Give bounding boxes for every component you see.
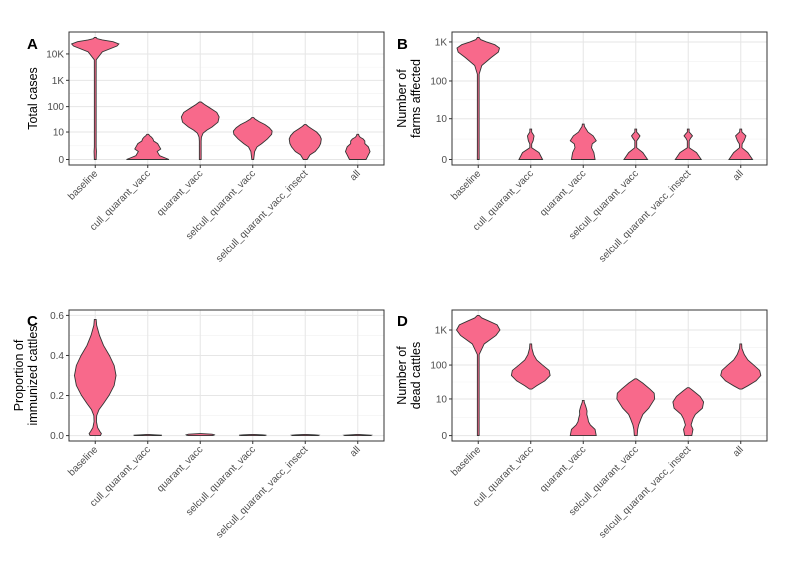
- panel-border: [68, 309, 385, 442]
- violin-cull_quarant_vacc: [126, 133, 170, 160]
- violin-all: [344, 133, 371, 160]
- y-axis-title: farms affected: [409, 59, 423, 138]
- x-tick-label: quarant_vacc: [155, 444, 205, 494]
- y-tick-label: 100: [430, 361, 447, 372]
- x-tick-label: all: [348, 168, 363, 183]
- y-tick-label: 0: [441, 155, 447, 166]
- violin-selcull_quarant_vacc_insect: [290, 433, 321, 437]
- violin-selcull_quarant_vacc: [238, 433, 267, 437]
- panel-background: [452, 310, 767, 441]
- x-tick-label: baseline: [449, 168, 483, 202]
- violin-quarant_vacc: [569, 123, 597, 160]
- y-tick-label: 1K: [435, 37, 448, 48]
- violin-selcull_quarant_vacc_insect: [288, 124, 322, 160]
- violin-selcull_quarant_vacc_insect: [674, 128, 703, 160]
- violin-quarant_vacc: [185, 433, 216, 437]
- y-tick-label: 10: [53, 128, 65, 139]
- y-tick-label: 1K: [435, 326, 448, 337]
- y-axis-title: Number of: [395, 69, 409, 128]
- x-tick-label: quarant_vacc: [538, 168, 588, 218]
- panel-border: [68, 31, 385, 166]
- violin-baseline: [74, 318, 117, 437]
- y-axis-title: Total cases: [26, 67, 40, 130]
- x-tick-label: selcull_quarant_vacc_insect: [597, 444, 693, 540]
- y-axis-title: Number of: [395, 346, 409, 405]
- y-tick-label: 10: [436, 114, 448, 125]
- panel-tag: A: [27, 36, 38, 53]
- y-tick-label: 100: [430, 76, 447, 87]
- x-tick-label: quarant_vacc: [538, 444, 588, 494]
- panel-tag: B: [397, 36, 408, 53]
- y-tick-label: 0.2: [50, 391, 64, 402]
- x-tick-label: all: [731, 444, 746, 459]
- violin-selcull_quarant_vacc: [623, 128, 649, 160]
- y-tick-label: 0: [58, 155, 64, 166]
- y-axis-title: immunized cattles: [26, 325, 40, 425]
- panel-tag: D: [397, 313, 408, 330]
- x-tick-label: baseline: [66, 168, 100, 202]
- x-tick-label: quarant_vacc: [155, 168, 205, 218]
- violin-quarant_vacc: [180, 101, 220, 160]
- violin-all: [342, 433, 374, 437]
- y-tick-label: 0.4: [50, 351, 64, 362]
- x-tick-label: baseline: [66, 444, 100, 478]
- x-tick-label: all: [731, 168, 746, 183]
- violin-quarant_vacc: [569, 399, 597, 437]
- y-tick-label: 10K: [46, 49, 64, 60]
- violin-selcull_quarant_vacc_insect: [672, 387, 705, 437]
- violin-selcull_quarant_vacc: [616, 378, 656, 437]
- violin-baseline: [456, 37, 501, 160]
- x-tick-label: selcull_quarant_vacc_insect: [214, 168, 310, 264]
- violin-all: [728, 128, 754, 160]
- panel-border: [451, 31, 768, 166]
- violin-baseline: [455, 314, 501, 437]
- y-tick-label: 1K: [52, 76, 65, 87]
- x-tick-label: all: [348, 444, 363, 459]
- violin-selcull_quarant_vacc: [232, 117, 273, 160]
- panel-border: [451, 309, 768, 442]
- y-tick-label: 0.6: [50, 311, 64, 322]
- x-tick-label: selcull_quarant_vacc_insect: [597, 168, 693, 264]
- violin-cull_quarant_vacc: [133, 433, 163, 437]
- panel-background: [69, 32, 384, 165]
- panel-tag: C: [27, 313, 38, 330]
- violin-baseline: [70, 37, 120, 160]
- y-axis-title: Proportion of: [12, 339, 26, 411]
- violin-cull_quarant_vacc: [518, 128, 544, 160]
- panel-background: [452, 32, 767, 165]
- violin-all: [720, 343, 762, 390]
- y-tick-label: 0: [441, 431, 447, 442]
- violin-cull_quarant_vacc: [510, 343, 551, 390]
- y-axis-title: dead cattles: [409, 342, 423, 409]
- y-tick-label: 0.0: [50, 431, 64, 442]
- y-tick-label: 100: [47, 102, 64, 113]
- y-tick-label: 10: [436, 394, 448, 405]
- x-tick-label: baseline: [449, 444, 483, 478]
- x-tick-label: selcull_quarant_vacc_insect: [214, 444, 310, 540]
